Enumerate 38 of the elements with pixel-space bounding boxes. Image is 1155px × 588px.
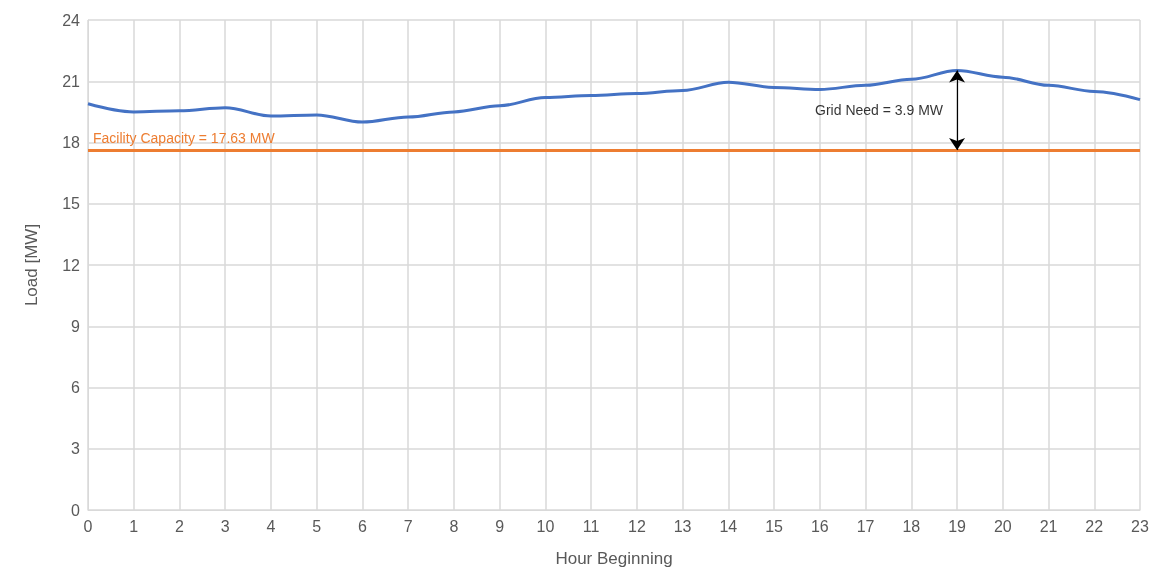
y-tick-label: 0 bbox=[71, 501, 81, 519]
x-tick-label: 6 bbox=[357, 517, 367, 535]
y-tick-label: 24 bbox=[62, 11, 81, 29]
x-tick-label: 21 bbox=[1039, 517, 1058, 535]
ref-line-label: Facility Capacity = 17.63 MW bbox=[93, 130, 276, 147]
x-tick-label: 12 bbox=[627, 517, 646, 535]
x-tick-label: 20 bbox=[993, 517, 1012, 535]
x-tick-label: 17 bbox=[856, 517, 875, 535]
y-tick-label: 21 bbox=[62, 72, 81, 90]
x-tick-label: 2 bbox=[175, 517, 185, 535]
x-tick-label: 10 bbox=[536, 517, 555, 535]
y-tick-label: 6 bbox=[71, 379, 81, 396]
x-tick-label: 18 bbox=[902, 517, 921, 535]
annotation: Grid Need = 3.9 MW bbox=[815, 102, 944, 119]
y-axis-title: Load [MW] bbox=[22, 223, 41, 307]
x-tick-label: 19 bbox=[948, 517, 967, 535]
x-tick-label: 3 bbox=[220, 517, 230, 535]
x-tick-label: 9 bbox=[495, 517, 505, 535]
x-tick-label: 15 bbox=[765, 517, 784, 535]
x-tick-label: 0 bbox=[83, 517, 93, 535]
y-tick-label: 18 bbox=[62, 134, 81, 151]
x-tick-label: 1 bbox=[129, 517, 139, 535]
x-tick-label: 23 bbox=[1131, 517, 1149, 535]
x-tick-label: 16 bbox=[810, 517, 829, 535]
x-tick-label: 7 bbox=[403, 517, 413, 535]
x-tick-label: 22 bbox=[1085, 517, 1104, 535]
x-tick-label: 14 bbox=[719, 517, 738, 535]
x-tick-label: 11 bbox=[582, 517, 600, 535]
x-tick-label: 5 bbox=[312, 517, 322, 535]
x-axis-title: Hour Beginning bbox=[555, 549, 673, 568]
y-tick-label: 12 bbox=[62, 256, 81, 274]
x-tick-label: 8 bbox=[449, 517, 459, 535]
x-tick-label: 4 bbox=[266, 517, 276, 535]
y-tick-label: 3 bbox=[71, 440, 81, 458]
x-tick-label: 13 bbox=[673, 517, 692, 535]
y-tick-label: 9 bbox=[71, 317, 81, 335]
y-tick-label: 15 bbox=[62, 195, 81, 213]
line-series bbox=[86, 68, 1142, 124]
